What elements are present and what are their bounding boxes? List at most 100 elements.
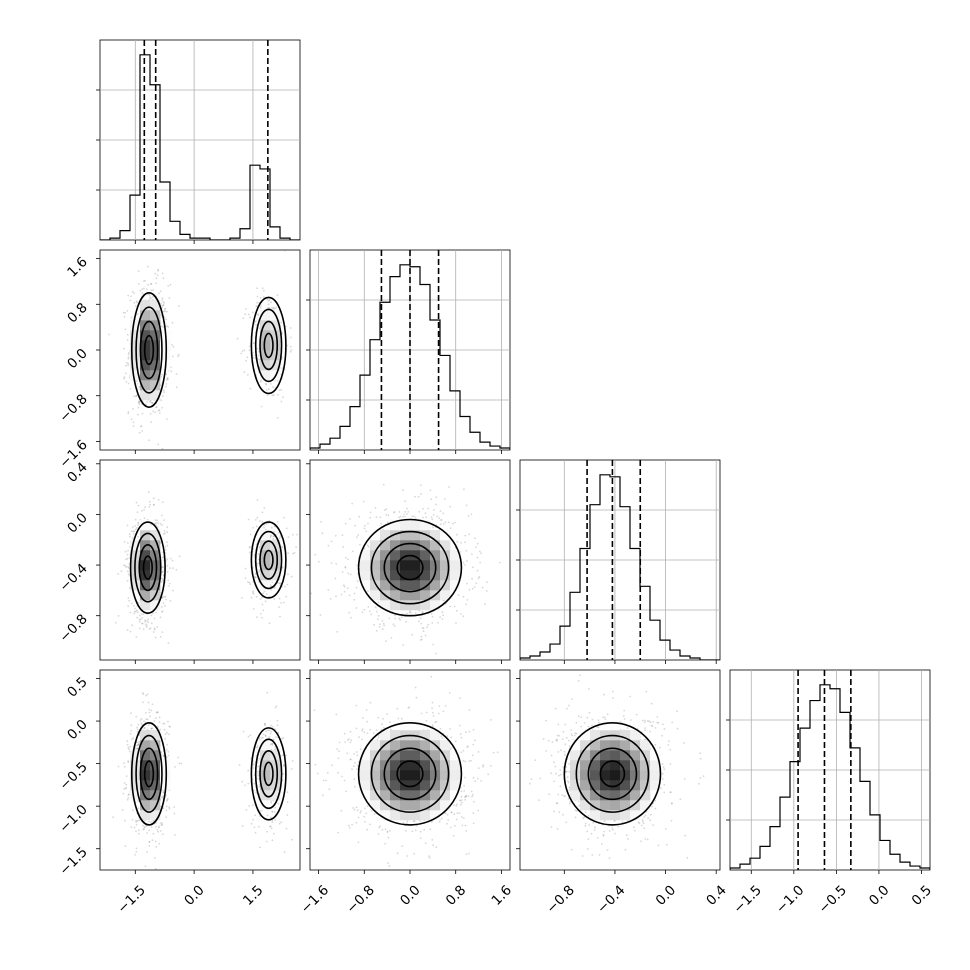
scatter-point: [133, 826, 136, 829]
scatter-point: [155, 282, 158, 285]
scatter-point: [346, 587, 349, 589]
scatter-point: [127, 542, 129, 544]
scatter-point: [460, 613, 462, 615]
scatter-point: [427, 623, 430, 626]
scatter-point: [134, 528, 137, 531]
scatter-point: [155, 846, 158, 848]
density-cell: [130, 580, 141, 591]
scatter-point: [150, 289, 153, 292]
scatter-point: [478, 575, 481, 578]
scatter-point: [141, 288, 144, 291]
scatter-point: [135, 395, 137, 398]
scatter-point: [152, 832, 155, 835]
density-cell: [270, 750, 281, 761]
scatter-point: [117, 765, 120, 768]
scatter-point: [252, 764, 255, 766]
scatter-point: [270, 526, 273, 529]
scatter-point: [144, 279, 147, 282]
scatter-point: [161, 406, 164, 409]
scatter-point: [362, 500, 365, 503]
scatter-point: [261, 511, 264, 514]
density-cell: [430, 600, 441, 611]
density-cell: [140, 360, 151, 371]
scatter-point: [124, 845, 127, 848]
scatter-point: [130, 295, 132, 298]
scatter-point: [383, 624, 386, 627]
scatter-point: [475, 546, 477, 548]
contour-3-0-1-0: [263, 761, 274, 787]
scatter-point: [171, 321, 174, 324]
scatter-point: [254, 576, 257, 579]
scatter-point: [421, 627, 424, 629]
density-cell: [270, 790, 281, 801]
scatter-point: [162, 304, 165, 306]
density-cell: [150, 530, 161, 541]
scatter-point: [170, 366, 172, 369]
scatter-point: [161, 577, 164, 580]
scatter-point: [158, 876, 160, 878]
scatter-point: [268, 825, 271, 828]
hist-panel-2: [520, 460, 720, 660]
scatter-point: [432, 526, 434, 529]
density-cell: [130, 770, 141, 781]
scatter-point: [129, 388, 132, 390]
scatter-point: [376, 610, 378, 613]
scatter-point: [340, 593, 343, 596]
scatter-point: [262, 609, 265, 612]
density-cell: [400, 520, 411, 531]
scatter-point: [124, 550, 127, 553]
scatter-point: [277, 802, 280, 805]
scatter-point: [151, 402, 154, 404]
density-cell: [150, 580, 161, 591]
density-cell: [150, 330, 161, 341]
scatter-point: [158, 409, 161, 411]
scatter-point: [258, 327, 261, 330]
scatter-point: [166, 544, 169, 547]
scatter-point: [393, 625, 396, 627]
scatter-point: [137, 413, 139, 416]
scatter-point: [132, 407, 134, 410]
scatter-point: [414, 517, 417, 519]
scatter-point: [253, 576, 256, 578]
scatter-point: [385, 640, 387, 642]
scatter-point: [363, 547, 366, 550]
scatter-point: [417, 495, 420, 498]
scatter-point: [377, 614, 380, 617]
scatter-point: [156, 519, 159, 522]
scatter-point: [348, 827, 351, 829]
density-cell: [270, 770, 281, 781]
scatter-point: [259, 306, 262, 309]
scatter-point: [159, 616, 162, 619]
scatter-point: [252, 526, 255, 529]
scatter-point: [155, 825, 157, 828]
density-cell: [130, 350, 141, 361]
scatter-point: [159, 636, 162, 638]
scatter-point: [266, 394, 269, 396]
scatter-point: [474, 739, 476, 742]
density-cell: [270, 350, 281, 361]
scatter-point: [443, 599, 445, 602]
density-cell: [450, 580, 461, 591]
scatter-point: [137, 406, 140, 409]
scatter-point: [143, 720, 145, 723]
scatter-point: [137, 401, 140, 404]
scatter-point: [123, 347, 125, 350]
density-cell: [130, 320, 141, 331]
scatter-point: [169, 283, 172, 286]
scatter-point: [155, 277, 158, 280]
scatter-point: [431, 518, 434, 521]
scatter-point: [335, 595, 337, 598]
scatter-point: [247, 782, 250, 785]
scatter-point: [456, 803, 458, 805]
scatter-point: [258, 546, 261, 549]
scatter-point: [131, 290, 134, 293]
scatter-point: [263, 526, 265, 529]
scatter-point: [421, 611, 424, 613]
scatter-point: [367, 522, 369, 525]
scatter-point: [378, 626, 381, 628]
scatter-point: [289, 350, 292, 353]
scatter-point: [255, 320, 257, 322]
density-cell: [390, 590, 401, 601]
scatter-point: [472, 728, 475, 731]
